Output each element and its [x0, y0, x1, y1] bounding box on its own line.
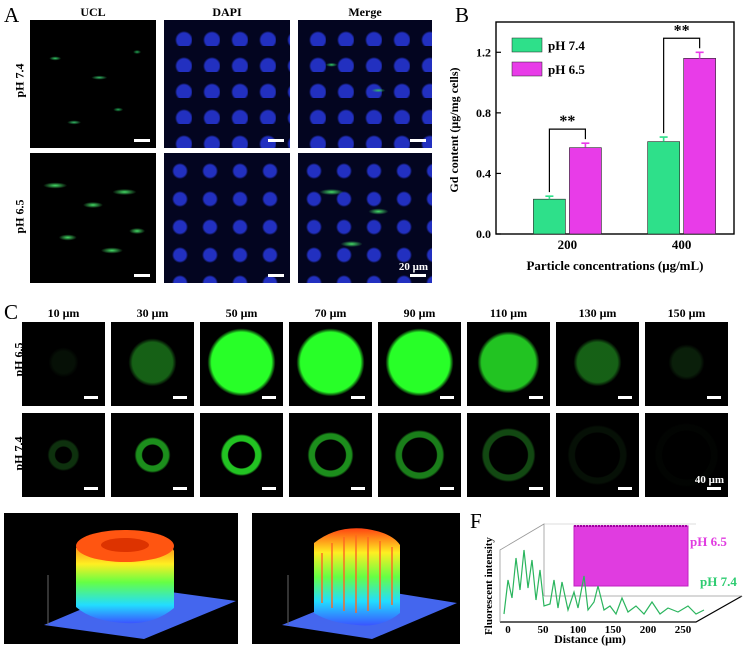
panel-c-depth-3: 70 μm: [314, 306, 347, 320]
dapi-ph65-image: [164, 153, 290, 283]
panel-a-row-ph65: pH 6.5: [12, 199, 27, 234]
panel-c-label: C: [4, 300, 19, 324]
merge-ph74-image: [298, 20, 432, 148]
b-ytick-label: 0.8: [476, 106, 491, 120]
panel-d-3d-surface: [4, 513, 238, 644]
f-ph74-trace: [503, 549, 705, 616]
panel-c-tile-ph74-1: [111, 413, 194, 497]
b-legend-swatch: [511, 37, 543, 53]
panel-f-chart: pH 6.5 pH 7.4 Fluorescent intensity 0 50 1…: [483, 523, 743, 646]
f-legend-ph74: pH 7.4: [700, 574, 737, 589]
panel-c-tile-ph65-0: [22, 322, 105, 406]
b-significance-bracket: [663, 37, 701, 134]
panel-c-tile-ph74-7: 40 μm: [645, 413, 728, 497]
b-bar-pH74-400: [647, 141, 680, 235]
panel-c-tile-ph65-7: [645, 322, 728, 406]
panel-c-depth-7: 150 μm: [667, 306, 706, 320]
panel-b-label: B: [455, 3, 470, 27]
b-ytick-label: 0.4: [476, 166, 491, 180]
f-xtick-label: 50: [538, 624, 550, 636]
panel-c-scale-label: 40 μm: [694, 474, 724, 486]
panel-c-tile-ph74-0: [22, 413, 105, 497]
f-xtick-label: 100: [570, 624, 587, 636]
b-significance-bracket: [548, 128, 586, 193]
f-xtick-label: 0: [505, 624, 511, 636]
b-legend-label: pH 6.5: [548, 62, 585, 77]
panel-c-depth-1: 30 μm: [136, 306, 169, 320]
f-ylabel: Fluorescent intensity: [483, 537, 495, 635]
panel-a-col-dapi: DAPI: [212, 5, 242, 19]
panel-a-col-merge: Merge: [348, 5, 382, 19]
f-xtick-label: 150: [605, 624, 622, 636]
panel-a-col-ucl: UCL: [80, 5, 106, 19]
panel-c-tile-ph65-1: [111, 322, 194, 406]
panel-c-tile-ph65-4: [378, 322, 461, 406]
panel-c-tile-ph65-3: [289, 322, 372, 406]
panel-c-depth-0: 10 μm: [47, 306, 80, 320]
b-bar-pH65-400: [683, 58, 716, 235]
panel-e-3d-surface: [252, 513, 460, 644]
b-legend-label: pH 7.4: [548, 38, 585, 53]
f-xtick-label: 200: [640, 624, 657, 636]
b-ylabel: Gd content (μg/mg cells): [447, 67, 461, 192]
panel-a-label: A: [4, 3, 20, 27]
b-xtick-label: 400: [672, 237, 692, 252]
b-legend-swatch: [511, 61, 543, 77]
panel-c-tile-ph74-2: [200, 413, 283, 497]
b-plot-frame: [495, 21, 735, 235]
b-xtick-label: 200: [558, 237, 578, 252]
b-ytick-label: 0.0: [476, 227, 491, 241]
f-ph65-trace: [573, 525, 689, 587]
panel-c-tile-ph74-4: [378, 413, 461, 497]
panel-c-depth-6: 130 μm: [578, 306, 617, 320]
panel-a-scale-label: 20 μm: [398, 261, 428, 273]
panel-c-depth-5: 110 μm: [489, 306, 528, 320]
ucl-ph74-image: [30, 20, 156, 148]
panel-c-depth-4: 90 μm: [403, 306, 436, 320]
panel-c-tile-ph65-5: [467, 322, 550, 406]
ucl-ph65-image: [30, 153, 156, 283]
b-significance-label: **: [674, 22, 690, 39]
panel-c-tile-ph74-6: [556, 413, 639, 497]
b-significance-label: **: [559, 113, 575, 130]
b-xlabel: Particle concentrations (μg/mL): [526, 258, 703, 273]
b-errorbar: [545, 195, 554, 200]
panel-c-tile-ph74-3: [289, 413, 372, 497]
panel-a-row-ph74: pH 7.4: [12, 63, 27, 98]
panel-c-tile-ph65-6: [556, 322, 639, 406]
b-ytick-label: 1.2: [476, 45, 491, 59]
f-xlabel: Distance (μm): [554, 632, 626, 646]
panel-c-tile-ph74-5: [467, 413, 550, 497]
b-bar-pH74-200: [533, 198, 566, 235]
b-errorbar: [695, 51, 704, 59]
panel-f-label: F: [470, 509, 482, 533]
panel-c-depth-2: 50 μm: [225, 306, 258, 320]
merge-ph65-image: 20 μm: [298, 153, 432, 283]
b-errorbar: [581, 142, 590, 148]
panel-c-tile-ph65-2: [200, 322, 283, 406]
b-errorbar: [659, 136, 668, 142]
f-legend-ph65: pH 6.5: [690, 534, 727, 549]
dapi-ph74-image: [164, 20, 290, 148]
f-xtick-label: 250: [675, 624, 692, 636]
b-bar-pH65-200: [569, 147, 602, 235]
panel-b-chart: Gd content (μg/mg cells) 0.0 0.4 0.8 1.2 20…: [447, 21, 735, 273]
